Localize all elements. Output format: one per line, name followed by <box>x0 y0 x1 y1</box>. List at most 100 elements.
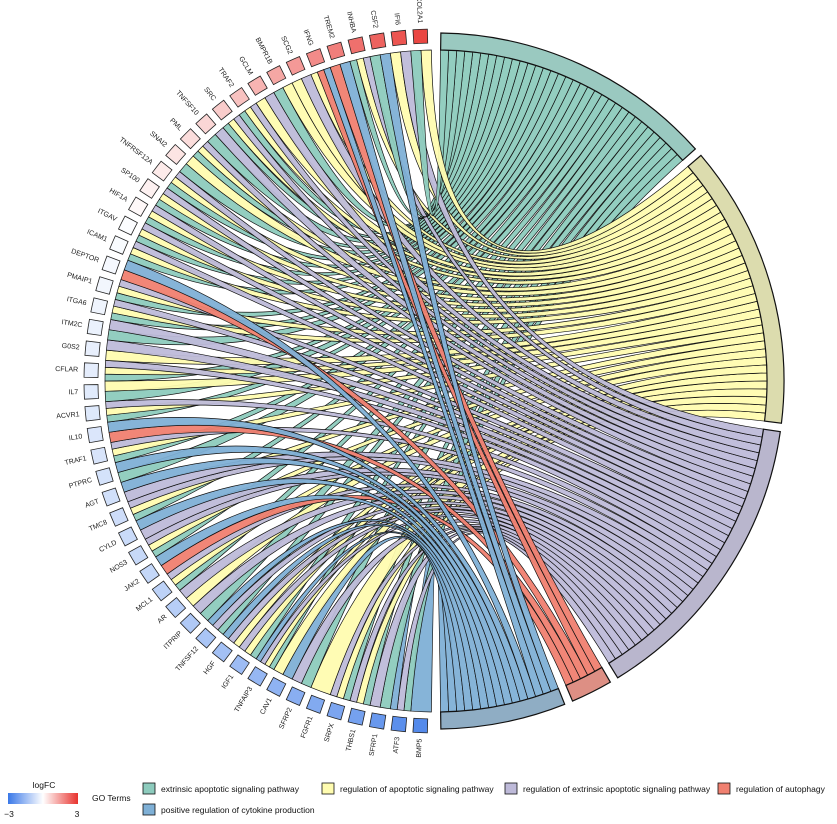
gene-tile-ifi6 <box>390 29 408 47</box>
gene-tile-sp100 <box>139 178 160 199</box>
gene-tile-fgfr1 <box>305 694 326 714</box>
gene-label-itga6: ITGA6 <box>66 296 87 307</box>
gene-label-itgav: ITGAV <box>96 208 118 224</box>
gene-label-inhba: INHBA <box>345 11 357 34</box>
gene-tile-agt <box>101 487 121 507</box>
gene-label-ifi6: IFI6 <box>393 13 401 26</box>
gene-tile-icam1 <box>109 235 129 255</box>
term-arc-regulation-of-extrinsic-apoptotic-signaling-pathway <box>607 428 781 679</box>
gene-label-tnfsf12: TNFSF12 <box>175 646 201 673</box>
gene-tile-traf2 <box>229 86 250 108</box>
gene-label-nos3: NOS3 <box>109 559 129 575</box>
gene-tile-inhba <box>347 36 366 55</box>
gene-label-srpx: SRPX <box>324 722 336 743</box>
legend-swatch-regulation-of-autophagy <box>717 782 731 795</box>
gene-label-tnfsf10: TNFSF10 <box>174 90 200 117</box>
term-arc-extrinsic-apoptotic-signaling-pathway <box>440 32 697 162</box>
term-arc-positive-regulation-of-cytokine-production <box>440 687 566 730</box>
gene-label-sfrp2: SFRP2 <box>278 707 294 731</box>
gene-tile-trem2 <box>326 41 346 61</box>
gene-label-mcl1: MCL1 <box>135 596 154 613</box>
gene-label-sfrp1: SFRP1 <box>369 733 380 757</box>
gene-label-cflar: CFLAR <box>55 366 78 374</box>
logfc-legend-title: logFC <box>33 780 56 790</box>
gene-tile-csf2 <box>368 32 387 50</box>
gene-label-cav1: CAV1 <box>259 697 273 716</box>
gene-label-traf2: TRAF2 <box>216 67 234 89</box>
gene-tile-cav1 <box>266 676 287 697</box>
gene-logfc-tiles-layer <box>83 28 429 734</box>
gene-tile-pml <box>179 128 201 150</box>
gene-label-igf1: IGF1 <box>221 673 236 690</box>
gene-tile-acvr1 <box>84 405 101 422</box>
gene-label-pmaip1: PMAIP1 <box>66 272 93 286</box>
ribbons-layer <box>104 49 768 713</box>
gene-label-tnfaip3: TNFAIP3 <box>234 686 255 714</box>
gene-tile-sfrp2 <box>285 686 306 706</box>
gene-label-bmpr1b: BMPR1B <box>254 37 274 66</box>
gene-label-scg2: SCG2 <box>279 35 293 55</box>
legend-label-regulation-of-extrinsic-apoptotic-signaling-pathway: regulation of extrinsic apoptotic signal… <box>523 784 711 794</box>
gene-tile-col2a1 <box>412 28 429 45</box>
gene-tile-tnfsf12 <box>195 627 217 649</box>
gene-label-hgf: HGF <box>203 660 218 676</box>
gene-tile-ptprc <box>95 467 114 486</box>
gene-label-snai2: SNAI2 <box>148 130 168 149</box>
gene-label-hif1a: HIF1A <box>108 187 129 203</box>
legend-label-positive-regulation-of-cytokine-production: positive regulation of cytokine producti… <box>161 805 315 815</box>
gene-tile-pmaip1 <box>95 276 114 295</box>
gene-label-itprip: ITPRIP <box>163 630 184 651</box>
gene-tile-il7 <box>83 384 99 400</box>
gene-tile-bmp5 <box>412 717 429 734</box>
gene-label-atf3: ATF3 <box>393 737 402 754</box>
term-arc-regulation-of-apoptotic-signaling-pathway <box>687 154 785 424</box>
logfc-min-label: −3 <box>4 809 14 819</box>
legend-swatch-positive-regulation-of-cytokine-production <box>142 803 156 816</box>
legend-label-extrinsic-apoptotic-signaling-pathway: extrinsic apoptotic signaling pathway <box>161 784 300 794</box>
gene-label-col2a1: COL2A1 <box>415 0 423 24</box>
gene-tile-tnfrsf12a <box>151 160 173 182</box>
gene-label-agt: AGT <box>84 498 101 510</box>
gene-label-itm2c: ITM2C <box>61 319 83 329</box>
gene-tile-bmpr1b <box>266 65 287 86</box>
gene-tile-itprip <box>179 612 201 634</box>
gene-label-ifng: IFNG <box>302 29 314 47</box>
gene-label-ptprc: PTPRC <box>68 477 93 490</box>
term-arcs-layer <box>440 32 785 730</box>
gene-tile-scg2 <box>285 56 306 76</box>
gene-label-il7: IL7 <box>68 389 78 396</box>
gene-tile-ar <box>165 597 187 619</box>
gene-label-traf1: TRAF1 <box>64 455 87 467</box>
term-arc-regulation-of-autophagy <box>565 666 612 702</box>
gene-tile-tnfaip3 <box>247 666 268 687</box>
gene-label-bmp5: BMP5 <box>416 738 424 757</box>
gene-label-tmc8: TMC8 <box>88 519 108 533</box>
gene-tile-atf3 <box>390 715 408 733</box>
gene-tile-il10 <box>86 426 104 444</box>
gene-tile-g0s2 <box>84 340 101 357</box>
gene-label-cyld: CYLD <box>98 539 118 554</box>
gene-label-ar: AR <box>157 614 169 626</box>
gene-tile-gclm <box>247 75 268 96</box>
gene-tile-deptor <box>101 255 121 275</box>
gene-tile-hif1a <box>128 196 149 217</box>
gene-tile-srpx <box>326 701 346 721</box>
gene-tile-hgf <box>211 641 233 663</box>
gene-label-icam1: ICAM1 <box>86 229 109 244</box>
gene-label-acvr1: ACVR1 <box>56 411 80 420</box>
gene-label-fgfr1: FGFR1 <box>300 715 315 739</box>
legend-swatch-regulation-of-apoptotic-signaling-pathway <box>321 782 335 795</box>
gene-tile-snai2 <box>165 143 187 165</box>
gene-tile-ifng <box>305 48 326 68</box>
gene-label-trem2: TREM2 <box>322 15 336 40</box>
gene-tile-thbs1 <box>347 707 366 726</box>
gene-tile-src <box>211 99 233 121</box>
gene-tile-cyld <box>117 526 138 547</box>
gene-label-g0s2: G0S2 <box>61 343 80 352</box>
gene-label-thbs1: THBS1 <box>345 729 357 753</box>
gene-tile-igf1 <box>229 654 250 676</box>
gene-label-csf2: CSF2 <box>369 10 379 29</box>
gene-label-deptor: DEPTOR <box>70 248 100 264</box>
logfc-color-bar <box>8 793 78 804</box>
